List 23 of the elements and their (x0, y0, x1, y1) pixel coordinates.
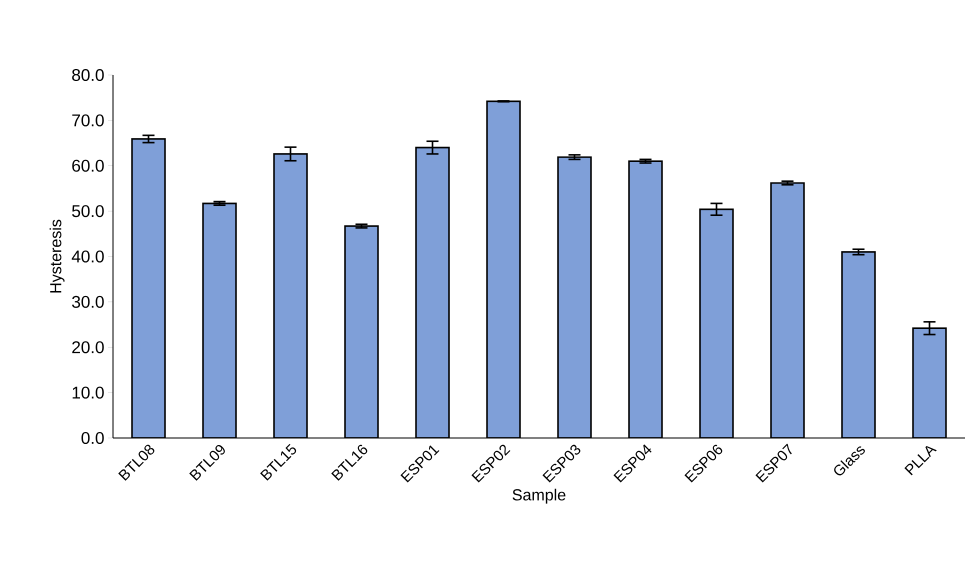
y-tick-label: 80.0 (72, 68, 104, 82)
bar (273, 153, 308, 438)
y-tick-label: 40.0 (72, 250, 104, 263)
bar (912, 327, 947, 438)
y-tick-label: 50.0 (72, 205, 104, 218)
bar (628, 160, 663, 438)
bar (202, 202, 237, 438)
bar (131, 138, 166, 438)
bar (841, 251, 876, 438)
bar (344, 225, 379, 438)
y-tick-label: 70.0 (72, 114, 104, 126)
y-tick-label: 20.0 (72, 341, 104, 354)
y-tick-label: 30.0 (72, 296, 104, 308)
y-tick-label: 0.0 (82, 432, 104, 444)
bar (770, 182, 805, 438)
y-tick-label: 60.0 (72, 160, 104, 172)
bar (557, 156, 592, 438)
y-tick-label: 10.0 (72, 386, 104, 399)
bar (415, 146, 450, 438)
y-axis-title: Hysteresis (50, 220, 65, 293)
bar (699, 208, 734, 438)
x-axis-title: Sample (512, 488, 566, 504)
bar (486, 100, 521, 438)
